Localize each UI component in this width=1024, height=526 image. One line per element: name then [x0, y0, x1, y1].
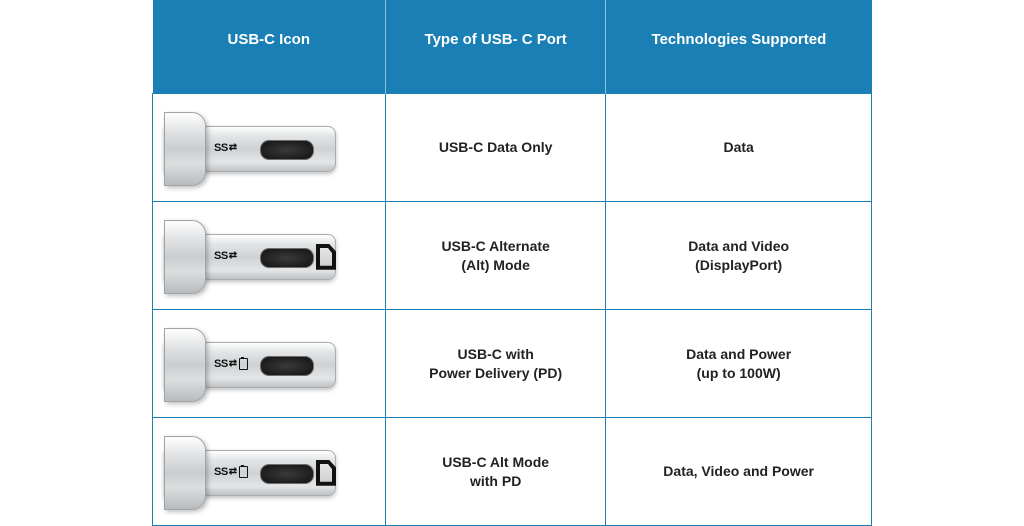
tech-line2: (DisplayPort)	[695, 257, 782, 273]
usbc-port-icon	[260, 140, 314, 160]
table-head: USB-C Icon Type of USB- C Port Technolog…	[153, 0, 872, 94]
type-line2: (Alt) Mode	[461, 257, 529, 273]
tech-cell: Data and Power (up to 100W)	[606, 310, 872, 418]
icon-cell: SS⇄	[153, 418, 386, 526]
tech-cell: Data	[606, 94, 872, 202]
battery-icon	[239, 466, 248, 478]
type-cell: USB-C Data Only	[386, 94, 606, 202]
col-header-tech: Technologies Supported	[606, 0, 872, 94]
usbc-port-icon	[260, 356, 314, 376]
icon-cell: SS⇄	[153, 310, 386, 418]
battery-icon	[239, 358, 248, 370]
type-cell: USB-C Alt Mode with PD	[386, 418, 606, 526]
table-row: SS⇄ USB-C Data Only Data	[153, 94, 872, 202]
table-row: SS⇄ USB-C with Power Delivery (PD) Data …	[153, 310, 872, 418]
tech-cell: Data and Video (DisplayPort)	[606, 202, 872, 310]
ss-label-icon: SS⇄	[214, 465, 248, 480]
usb-table: USB-C Icon Type of USB- C Port Technolog…	[152, 0, 872, 526]
icon-cell: SS⇄	[153, 202, 386, 310]
ss-label-icon: SS⇄	[214, 141, 237, 156]
tech-cell: Data, Video and Power	[606, 418, 872, 526]
usbc-device-icon: SS⇄	[164, 328, 374, 400]
table-row: SS⇄ USB-C Alternate (Alt) Mode Data and …	[153, 202, 872, 310]
col-header-icon: USB-C Icon	[153, 0, 386, 94]
usbc-port-icon	[260, 248, 314, 268]
type-line2: with PD	[470, 473, 521, 489]
type-line1: USB-C Alt Mode	[442, 454, 549, 470]
table-body: SS⇄ USB-C Data Only Data	[153, 94, 872, 526]
col-header-type: Type of USB- C Port	[386, 0, 606, 94]
tech-line1: Data	[723, 139, 753, 155]
header-row: USB-C Icon Type of USB- C Port Technolog…	[153, 0, 872, 94]
usbc-device-icon: SS⇄	[164, 220, 374, 292]
type-cell: USB-C Alternate (Alt) Mode	[386, 202, 606, 310]
type-line1: USB-C Alternate	[441, 238, 549, 254]
ss-label-icon: SS⇄	[214, 249, 237, 264]
usbc-device-icon: SS⇄	[164, 112, 374, 184]
ss-label-icon: SS⇄	[214, 357, 248, 372]
tech-line1: Data and Video	[688, 238, 789, 254]
tech-line1: Data, Video and Power	[663, 463, 814, 479]
usbc-device-icon: SS⇄	[164, 436, 374, 508]
icon-cell: SS⇄	[153, 94, 386, 202]
usbc-port-icon	[260, 464, 314, 484]
type-cell: USB-C with Power Delivery (PD)	[386, 310, 606, 418]
type-line1: USB-C with	[458, 346, 534, 362]
page-wrap: USB-C Icon Type of USB- C Port Technolog…	[0, 0, 1024, 512]
table-row: SS⇄ USB-C Alt Mode with PD Data, Video a…	[153, 418, 872, 526]
tech-line1: Data and Power	[686, 346, 791, 362]
type-line1: USB-C Data Only	[439, 139, 553, 155]
type-line2: Power Delivery (PD)	[429, 365, 562, 381]
tech-line2: (up to 100W)	[697, 365, 781, 381]
